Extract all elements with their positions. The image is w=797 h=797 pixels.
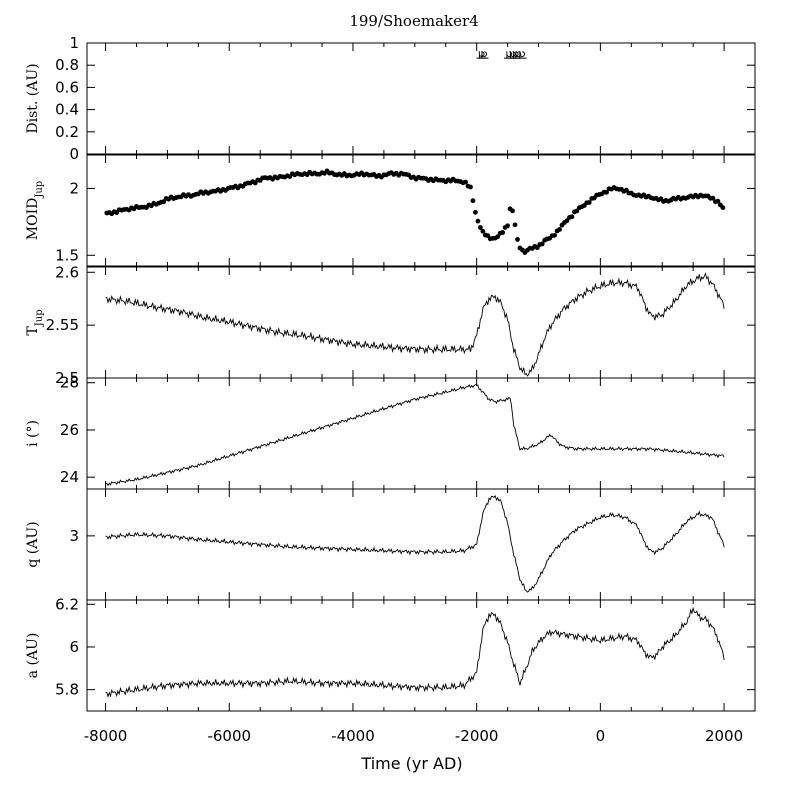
y-axis-label-subscript: Jup [34,181,45,199]
y-tick-label: 1.5 [55,246,79,264]
y-axis-label: q (AU) [25,521,41,567]
encounter-marker: ♃ [475,49,490,61]
data-point [710,195,716,201]
y-tick-label: 5.8 [55,681,79,699]
y-axis-label: i (°) [25,420,41,447]
data-point [569,214,575,220]
encounter-marker: ♃ [506,49,521,61]
data-point [468,184,473,190]
y-axis-label: TJup [25,309,45,335]
panel-tisserand: 2.5 2.55 2.6 TJup [25,263,756,387]
data-point [539,241,545,247]
y-axis-label: MOIDJup [25,181,45,240]
y-tick-label: 0.8 [55,56,79,74]
series-line [105,272,725,377]
panel-frame [86,42,756,155]
panel-perihelion: 3 q (AU) [25,488,756,601]
panel-frame [86,154,756,267]
x-axis-label: Time (yr AD) [360,754,462,773]
data-point [500,230,506,235]
data-point [477,225,483,230]
data-point [564,218,570,224]
data-point [586,200,592,205]
data-point [604,189,609,195]
y-tick-label: 3 [69,527,79,545]
x-tick-label: 0 [596,727,606,745]
y-tick-label: 2.6 [55,263,79,281]
series-line [105,384,725,487]
encounter-marker: ♃ [509,49,524,61]
y-tick-label: 26 [60,421,79,439]
data-point [463,179,468,185]
series-line [105,494,725,593]
x-tick-label: 2000 [705,727,743,745]
panel-frame [86,599,756,712]
data-point [473,209,478,215]
chart-title: 199/Shoemaker4 [349,12,478,30]
y-tick-label: 24 [60,468,79,486]
encounter-marker: ♃ [504,49,519,61]
panel-moid: 1.5 2 MOIDJup [25,154,756,267]
data-point [470,198,476,204]
data-point [505,223,510,229]
data-point [557,227,562,232]
encounter-marker: ♃ [500,49,515,61]
encounter-marker: ♃ [472,49,487,61]
data-point [480,228,486,234]
data-point [515,237,520,242]
y-axis-label-main: MOID [25,198,41,241]
panel-frame [86,488,756,601]
data-point [475,218,481,224]
x-tick-label: -4000 [331,727,375,745]
panel-inclination: 24 26 28 i (°) [25,374,756,490]
data-point [495,234,501,240]
panel-frame [86,266,756,379]
data-point [715,198,721,204]
y-axis-label: a (AU) [25,633,41,679]
x-tick-label: -6000 [207,727,251,745]
y-tick-label: 0.6 [55,78,79,96]
panel-frame [86,377,756,490]
y-tick-label: 0.4 [55,101,79,119]
encounter-marker: ♃ [513,49,528,61]
series-line [105,606,725,698]
x-tick-label: -2000 [455,727,499,745]
y-axis-label-subscript: Jup [34,309,45,327]
y-tick-label: 6 [69,638,79,656]
y-axis-label: Dist. (AU) [25,63,41,133]
data-point [720,205,726,211]
y-tick-label: 6.2 [55,595,79,613]
data-point [512,222,518,228]
data-point [552,232,557,238]
y-tick-label: 2 [69,179,79,197]
y-tick-label: 28 [60,374,79,392]
data-point [510,208,515,214]
panel-semimajor: 5.8 6 6.2 a (AU) [25,595,756,712]
y-tick-label: 0 [69,145,79,163]
y-tick-label: 0.2 [55,123,79,141]
y-axis-label-main: T [25,326,41,336]
y-tick-label: 1 [69,34,79,52]
y-tick-label: 2.55 [46,316,79,334]
y-tick-label: 2.5 [55,369,79,387]
x-tick-label: -8000 [84,727,128,745]
